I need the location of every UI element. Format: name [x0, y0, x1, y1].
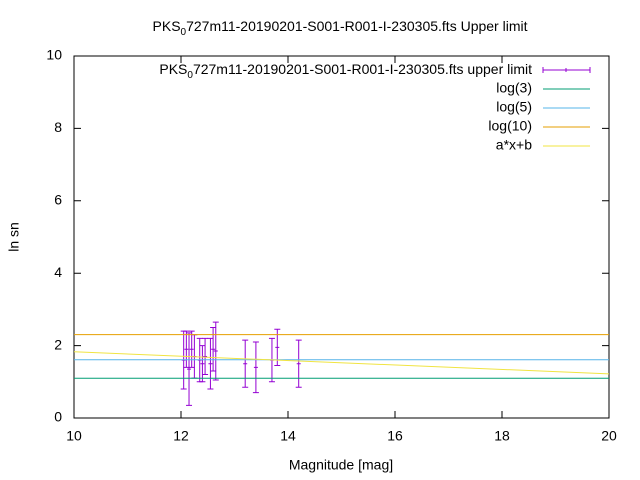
- function-line: [73, 351, 610, 375]
- legend-label: PKS0727m11-20190201-S001-R001-I-230305.f…: [159, 61, 532, 81]
- text-part: 727m11-20190201-S001-R001-I-230305.fts U…: [186, 18, 527, 34]
- error-bar: [212, 321, 219, 381]
- text-part: 727m11-20190201-S001-R001-I-230305.fts u…: [193, 61, 532, 77]
- x-tick-label: 14: [280, 428, 296, 444]
- error-bar: [242, 339, 249, 388]
- legend-label: log(10): [488, 118, 532, 134]
- text-part: 0: [181, 27, 187, 38]
- x-tick-label: 18: [494, 428, 510, 444]
- error-bar: [183, 330, 190, 368]
- legend-label: log(5): [496, 99, 532, 115]
- y-axis-label: ln sn: [6, 222, 22, 252]
- error-bar: [274, 328, 281, 367]
- x-tick-label: 16: [387, 428, 403, 444]
- error-bar: [252, 341, 259, 394]
- legend-swatch: [542, 67, 591, 73]
- y-tick-label: 0: [54, 409, 62, 425]
- error-bar: [207, 337, 214, 390]
- chart-title: PKS0727m11-20190201-S001-R001-I-230305.f…: [153, 18, 528, 38]
- error-bar: [202, 337, 209, 376]
- x-axis-label: Magnitude [mag]: [289, 457, 393, 473]
- x-tick-label: 10: [66, 428, 82, 444]
- text-part: PKS: [159, 61, 187, 77]
- legend-label: a*x+b: [496, 137, 532, 153]
- legend-label: log(3): [496, 80, 532, 96]
- text-part: PKS: [153, 18, 181, 34]
- y-tick-label: 4: [54, 264, 62, 280]
- error-bar: [186, 332, 193, 406]
- y-tick-label: 10: [46, 47, 62, 63]
- text-part: 0: [187, 70, 193, 81]
- error-bar: [188, 330, 195, 368]
- y-tick-label: 6: [54, 192, 62, 208]
- y-tick-label: 2: [54, 336, 62, 352]
- error-bar: [210, 327, 217, 372]
- error-bar: [199, 345, 206, 383]
- plot-border: [73, 55, 610, 419]
- error-bar: [295, 339, 302, 388]
- x-tick-label: 20: [601, 428, 617, 444]
- y-tick-label: 8: [54, 119, 62, 135]
- x-tick-label: 12: [173, 428, 189, 444]
